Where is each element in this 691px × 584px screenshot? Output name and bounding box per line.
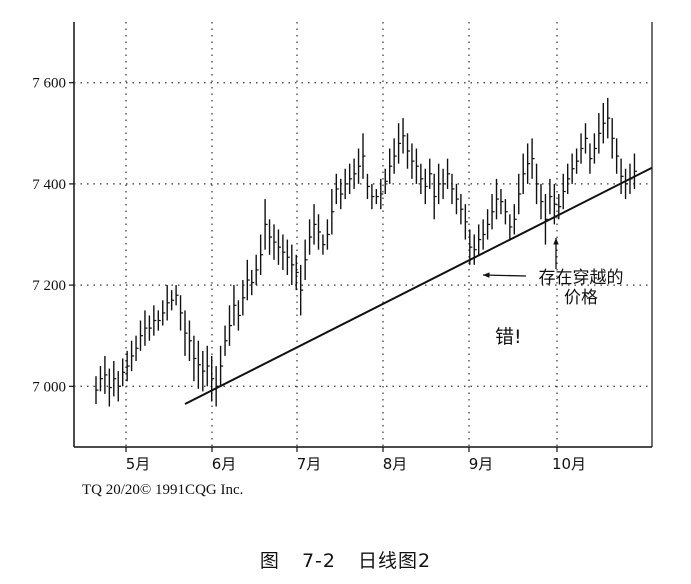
wrong-annotation: 错! [495, 326, 522, 348]
annotation-arrow-up-head [553, 238, 559, 245]
x-tick-label: 8月 [383, 455, 408, 473]
y-tick-label: 7 200 [32, 278, 66, 294]
figure-caption: 图 7-2 日线图2 [0, 546, 691, 573]
x-tick-label: 9月 [469, 455, 494, 473]
caption-figure-label: 图 [259, 550, 280, 572]
x-tick-label: 5月 [126, 455, 151, 473]
caption-title: 日线图2 [357, 550, 432, 572]
chart-svg: 7 000 7 200 7 400 7 600 5月 6月 7月 8月 9月 10月 [32, 22, 653, 473]
trendline [184, 166, 653, 405]
y-tick-label: 7 400 [32, 177, 66, 193]
annotation-line-1: 存在穿越的 [538, 268, 624, 288]
y-tick-label: 7 000 [32, 379, 66, 395]
annotation-arrow-left [482, 274, 527, 277]
caption-number: 7-2 [301, 550, 336, 572]
y-tick-label: 7 600 [32, 76, 66, 92]
x-tick-label: 7月 [297, 455, 322, 473]
crossing-price-annotation: 存在穿越的 价格 [531, 268, 631, 308]
x-tick-label: 6月 [212, 455, 237, 473]
annotation-arrow-left-head [483, 272, 490, 278]
x-tick-label: 10月 [552, 455, 586, 473]
annotation-line-2: 价格 [564, 288, 598, 308]
copyright-credit: TQ 20/20© 1991CQG Inc. [82, 482, 244, 498]
